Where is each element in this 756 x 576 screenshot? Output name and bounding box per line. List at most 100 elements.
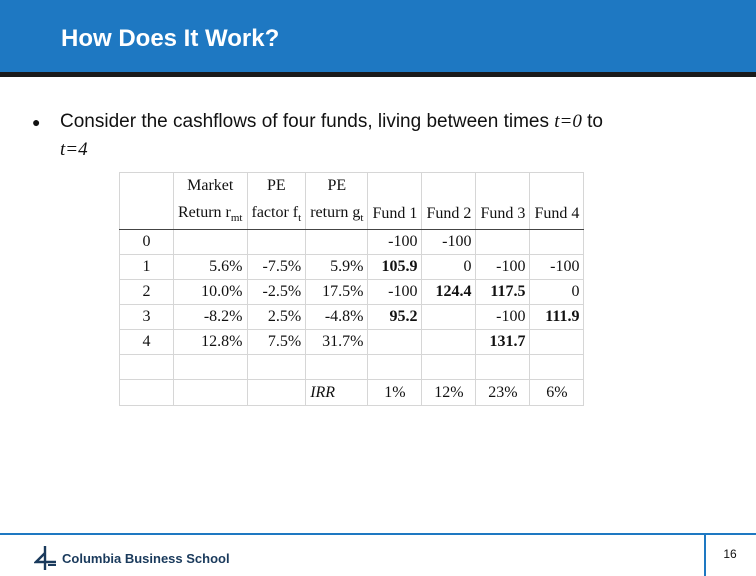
header-divider	[0, 72, 756, 77]
bullet-mid: to	[581, 111, 603, 132]
value-cell: 111.9	[529, 304, 585, 330]
value-cell: 105.9	[367, 254, 423, 280]
header-label: return g	[310, 203, 361, 221]
empty-cell	[246, 379, 307, 406]
time-cell: 4	[119, 329, 174, 355]
value-cell	[173, 229, 248, 255]
value-cell	[367, 329, 423, 355]
table-row: 3 -8.2% 2.5% -4.8% 95.2 -100 111.9	[119, 304, 585, 330]
empty-cell	[119, 379, 174, 406]
logo-text: Columbia Business School	[62, 550, 230, 566]
columbia-crown-icon	[34, 546, 56, 570]
irr-value: 1%	[367, 379, 423, 406]
value-cell: 31.7%	[305, 329, 369, 355]
value-cell: 131.7	[475, 329, 531, 355]
value-cell: 12.8%	[173, 329, 248, 355]
header-label: Fund 1	[372, 205, 418, 222]
table-row: 1 5.6% -7.5% 5.9% 105.9 0 -100 -100	[119, 254, 585, 280]
value-cell: -7.5%	[246, 254, 307, 280]
table-row: 4 12.8% 7.5% 31.7% 131.7	[119, 329, 585, 355]
irr-value: 12%	[421, 379, 477, 406]
header-top-cell	[475, 172, 531, 199]
irr-value: 23%	[475, 379, 531, 406]
bullet-prefix: Consider the cashflows of four funds, li…	[60, 111, 555, 132]
value-cell	[305, 354, 369, 380]
header-label: factor f	[251, 203, 299, 221]
value-cell: -100	[475, 254, 531, 280]
irr-row: IRR 1% 12% 23% 6%	[119, 379, 585, 406]
value-cell	[246, 354, 307, 380]
value-cell	[421, 304, 477, 330]
value-cell	[475, 354, 531, 380]
table-row	[119, 354, 585, 380]
value-cell: 0	[421, 254, 477, 280]
bullet-dot-icon: ●	[32, 114, 41, 130]
value-cell	[173, 354, 248, 380]
value-cell: -100	[367, 229, 423, 255]
bullet-text: Consider the cashflows of four funds, li…	[60, 108, 720, 164]
header-top-cell: PE	[246, 172, 307, 199]
value-cell: 7.5%	[246, 329, 307, 355]
header-bottom-cell: Return rmt	[173, 199, 248, 230]
header-top-cell	[529, 172, 585, 199]
irr-value: 6%	[529, 379, 585, 406]
time-start: t=0	[554, 111, 582, 132]
footer-divider	[0, 533, 756, 535]
header-label: Fund 2	[426, 205, 472, 222]
slide-header: How Does It Work?	[0, 0, 756, 72]
value-cell: 5.9%	[305, 254, 369, 280]
value-cell	[529, 229, 585, 255]
value-cell	[529, 329, 585, 355]
header-top-cell: PE	[305, 172, 369, 199]
value-cell: 0	[529, 279, 585, 305]
school-logo: Columbia Business School	[34, 545, 230, 571]
value-cell	[475, 229, 531, 255]
value-cell: -100	[529, 254, 585, 280]
header-subscript: mt	[230, 212, 243, 225]
header-bottom-cell: Fund 4	[529, 199, 585, 230]
table-row: 2 10.0% -2.5% 17.5% -100 124.4 117.5 0	[119, 279, 585, 305]
footer-vertical-divider	[704, 535, 706, 576]
header-bottom-cell: factor ft	[246, 199, 307, 230]
time-cell: 1	[119, 254, 174, 280]
header-subscript: t	[360, 212, 364, 225]
table-header-row-bottom: Return rmt factor ft return gt Fund 1 Fund 2…	[119, 199, 585, 230]
page-number: 16	[723, 547, 737, 561]
value-cell	[367, 354, 423, 380]
header-label: Fund 4	[534, 205, 580, 222]
value-cell: 10.0%	[173, 279, 248, 305]
header-subscript: t	[298, 212, 302, 225]
time-cell: 3	[119, 304, 174, 330]
time-cell: 0	[119, 229, 174, 255]
time-end: t=4	[60, 139, 88, 160]
value-cell: -8.2%	[173, 304, 248, 330]
value-cell: 95.2	[367, 304, 423, 330]
header-top-cell: Market	[173, 172, 248, 199]
value-cell: 2.5%	[246, 304, 307, 330]
irr-label: IRR	[305, 379, 369, 406]
value-cell	[529, 354, 585, 380]
value-cell	[305, 229, 369, 255]
header-bottom-cell: return gt	[305, 199, 369, 230]
value-cell: 5.6%	[173, 254, 248, 280]
empty-cell	[173, 379, 248, 406]
header-top-cell	[367, 172, 423, 199]
slide-title: How Does It Work?	[61, 25, 280, 52]
header-top-cell	[421, 172, 477, 199]
value-cell: -100	[475, 304, 531, 330]
header-bottom-cell	[119, 199, 174, 230]
header-bottom-cell: Fund 3	[475, 199, 531, 230]
header-bottom-cell: Fund 2	[421, 199, 477, 230]
header-label: Return r	[178, 203, 231, 221]
value-cell: 117.5	[475, 279, 531, 305]
value-cell	[421, 329, 477, 355]
table-body: 0 -100 -100 1 5.6% -7.5% 5.9% 105.9 0 -100 -100 2 10…	[119, 229, 585, 406]
value-cell: 124.4	[421, 279, 477, 305]
table-header-row-top: Market PE PE	[119, 172, 585, 199]
value-cell: -4.8%	[305, 304, 369, 330]
value-cell	[246, 229, 307, 255]
value-cell: -2.5%	[246, 279, 307, 305]
value-cell: -100	[367, 279, 423, 305]
header-top-cell	[119, 172, 174, 199]
value-cell: 17.5%	[305, 279, 369, 305]
